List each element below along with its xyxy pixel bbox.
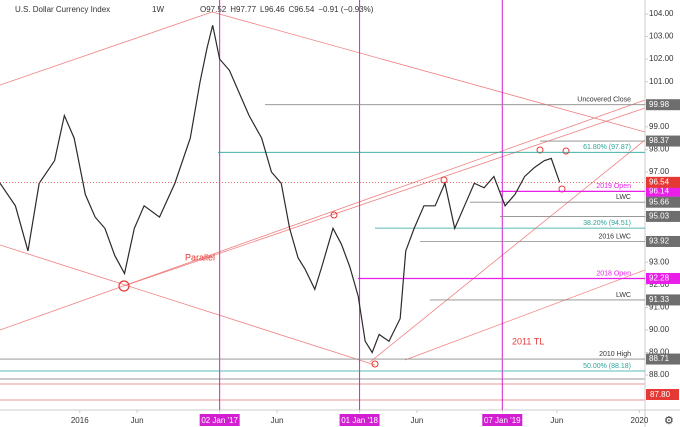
price-label: 95.03	[649, 212, 670, 221]
level-text: 50.00% (88.18)	[583, 363, 631, 370]
y-tick-label: 91.00	[649, 302, 670, 311]
x-tick-label: 2020	[631, 416, 649, 425]
level-text: 61.80% (97.87)	[583, 144, 631, 151]
price-box	[646, 185, 680, 197]
level-text: 2016 LWC	[598, 233, 631, 240]
oscillator-box	[646, 389, 679, 400]
ohlc: O97.52 H97.77 L96.46 C96.54 −0.91 (−0.93%)	[200, 5, 374, 14]
last-price-box	[646, 176, 680, 188]
price-line	[0, 25, 561, 354]
price-label: 92.28	[649, 274, 670, 283]
price-label: 99.98	[649, 100, 670, 109]
price-label: 88.71	[649, 354, 670, 363]
x-tick-label: 02 Jan '17	[201, 416, 238, 425]
level-text: 2019 Open	[596, 183, 631, 190]
x-tick-label: 01 Jan '18	[341, 416, 378, 425]
x-tick-label: Jun	[271, 416, 284, 425]
x-tick-label: Jun	[131, 416, 144, 425]
pivot-circles	[118, 146, 570, 368]
price-box	[646, 353, 680, 365]
price-box	[646, 272, 680, 284]
y-tick-label: 93.00	[649, 257, 670, 266]
price-box	[646, 294, 680, 306]
ohlc-value: C96.54	[289, 5, 315, 14]
x-tick-label: 2016	[71, 416, 89, 425]
settings-icon[interactable]: ⚙	[664, 415, 674, 427]
interval: 1W	[152, 5, 164, 14]
y-tick-label: 99.00	[649, 122, 670, 131]
x-tick-label: Jun	[410, 416, 423, 425]
y-tick-label: 88.00	[649, 370, 670, 379]
chart-title: U.S. Dollar Currency Index	[15, 5, 110, 14]
y-tick-label: 90.00	[649, 325, 670, 334]
ohlc-value: −0.91 (−0.93%)	[318, 5, 373, 14]
y-tick-label: 101.00	[649, 77, 674, 86]
y-tick-label: 103.00	[649, 32, 674, 41]
y-tick-label: 98.00	[649, 145, 670, 154]
price-label: 96.14	[649, 186, 670, 195]
y-tick-label: 102.00	[649, 54, 674, 63]
price-label: 91.33	[649, 295, 670, 304]
price-label: 95.66	[649, 197, 670, 206]
last-price-label: 96.54	[649, 177, 670, 186]
x-tick-label: 07 Jan '19	[484, 416, 521, 425]
price-box	[646, 99, 680, 111]
price-box	[646, 196, 680, 208]
y-tick-label: 92.00	[649, 280, 670, 289]
ohlc-value: L96.46	[260, 5, 285, 14]
period-box	[199, 414, 240, 426]
annotation: 2011 TL	[512, 336, 544, 346]
trend-lines	[0, 11, 646, 366]
price-box	[646, 135, 680, 147]
period-box	[339, 414, 380, 426]
y-tick-label: 89.00	[649, 348, 670, 357]
ohlc-value: H97.77	[230, 5, 256, 14]
price-box	[646, 210, 680, 222]
y-tick-label: 97.00	[649, 167, 670, 176]
y-tick-label: 104.00	[649, 9, 674, 18]
level-text: LWC	[616, 194, 631, 201]
level-text: Uncovered Close	[577, 97, 631, 104]
level-text: 2018 Open	[596, 270, 631, 277]
annotation: Parallel	[185, 252, 215, 262]
level-text: 2010 High	[599, 351, 631, 358]
x-tick-label: Jun	[550, 416, 563, 425]
oscillator-label: 87.80	[650, 390, 671, 399]
period-box	[482, 414, 523, 426]
price-box	[646, 235, 680, 247]
level-text: LWC	[616, 292, 631, 299]
ohlc-value: O97.52	[200, 5, 227, 14]
price-label: 93.92	[649, 237, 670, 246]
level-text: 38.20% (94.51)	[583, 220, 631, 227]
price-label: 98.37	[649, 136, 670, 145]
